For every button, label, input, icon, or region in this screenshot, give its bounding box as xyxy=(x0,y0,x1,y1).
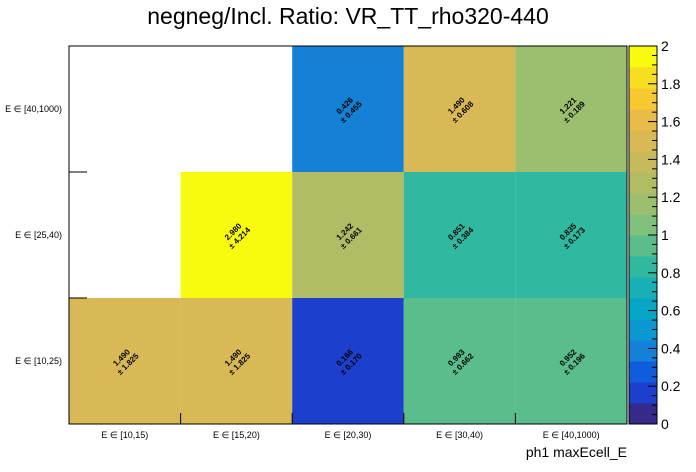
heatmap-cell xyxy=(292,46,404,172)
heatmap-cell xyxy=(515,298,627,424)
colorbar-tick-label: 0 xyxy=(661,416,669,432)
axes: E ∈ [10,15) E ∈ [15,20) E ∈ [20,30) E ∈ [30… xyxy=(5,104,600,440)
colorbar-segment xyxy=(629,319,657,341)
x-tick-label: E ∈ [20,30) xyxy=(325,430,372,440)
heatmap-cell xyxy=(515,46,627,172)
colorbar-segment xyxy=(629,403,657,425)
colorbar-segment xyxy=(629,151,657,173)
colorbar-tick-label: 0.6 xyxy=(661,303,681,319)
colorbar-segment xyxy=(629,88,657,110)
heatmap-cell xyxy=(180,298,293,424)
x-tick-label: E ∈ [40,1000) xyxy=(543,430,600,440)
heatmap-cell xyxy=(69,298,181,424)
colorbar: 0 0.2 0.4 0.6 0.8 1 1.2 1.4 1.6 1.8 2 xyxy=(628,38,681,432)
x-tick-label: E ∈ [30,40) xyxy=(436,430,483,440)
heatmap-cells xyxy=(69,46,627,424)
colorbar-segment xyxy=(629,67,657,89)
colorbar-segment xyxy=(629,382,657,404)
heatmap-cell xyxy=(292,298,404,424)
plot-frame xyxy=(68,45,628,425)
x-axis-title: ph1 maxEcell_E xyxy=(526,444,627,460)
colorbar-segment xyxy=(629,193,657,215)
colorbar-segment xyxy=(629,340,657,362)
colorbar-segment xyxy=(629,109,657,131)
colorbar-segment xyxy=(629,256,657,278)
colorbar-tick-label: 1.2 xyxy=(661,189,681,205)
x-tick-label: E ∈ [15,20) xyxy=(213,430,260,440)
colorbar-segment xyxy=(629,172,657,194)
colorbar-tick-label: 1.8 xyxy=(661,76,681,92)
colorbar-segment xyxy=(629,277,657,299)
heatmap-cell xyxy=(403,298,516,424)
colorbar-tick-label: 2 xyxy=(661,38,669,54)
colorbar-tick-label: 0.8 xyxy=(661,265,681,281)
heatmap-cell xyxy=(180,172,293,298)
chart-title: negneg/Incl. Ratio: VR_TT_rho320-440 xyxy=(147,3,548,29)
colorbar-segment xyxy=(629,214,657,236)
colorbar-segment xyxy=(629,235,657,257)
colorbar-segment xyxy=(629,361,657,383)
heatmap-cell xyxy=(292,172,404,298)
colorbar-tick-label: 1 xyxy=(661,227,669,243)
heatmap-cell xyxy=(403,172,516,298)
colorbar-tick-label: 0.2 xyxy=(661,378,681,394)
colorbar-segment xyxy=(629,46,657,68)
y-tick-label: E ∈ [10,25) xyxy=(15,356,62,366)
x-tick-label: E ∈ [10,15) xyxy=(101,430,148,440)
colorbar-tick-label: 1.4 xyxy=(661,151,681,167)
heatmap-cell xyxy=(515,172,627,298)
colorbar-tick-label: 1.6 xyxy=(661,114,681,130)
heatmap-cell xyxy=(403,46,516,172)
y-tick-label: E ∈ [25,40) xyxy=(15,230,62,240)
colorbar-segment xyxy=(629,298,657,320)
colorbar-tick-label: 0.4 xyxy=(661,340,681,356)
y-tick-label: E ∈ [40,1000) xyxy=(5,104,62,114)
colorbar-segment xyxy=(629,130,657,152)
